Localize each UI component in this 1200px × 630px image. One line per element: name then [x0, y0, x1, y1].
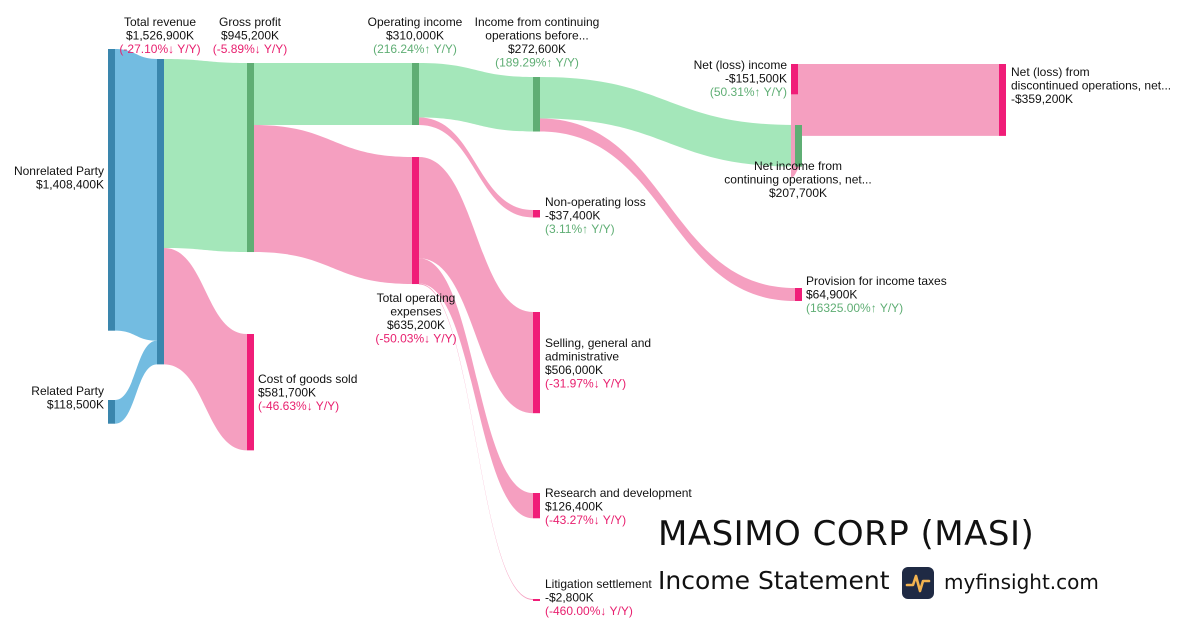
link-gross-to-opex[interactable] [254, 125, 412, 285]
label-revenue-name-0: Total revenue [124, 15, 196, 29]
node-nonrelated[interactable] [108, 49, 115, 331]
label-icont-value: $272,600K [508, 42, 566, 56]
label-tax-name-0: Provision for income taxes [806, 274, 947, 288]
sankey-labels: Nonrelated Party$1,408,400K Related Party… [14, 15, 1171, 618]
sankey-nodes [108, 49, 1006, 601]
link-icont-to-nicont[interactable] [540, 77, 795, 167]
label-revenue-change: (-27.10%↓ Y/Y) [119, 42, 200, 56]
link-opinc-to-icont[interactable] [419, 63, 533, 132]
label-related-name-0: Related Party [31, 384, 104, 398]
node-nonop[interactable] [533, 210, 540, 218]
company-title: MASIMO CORP (MASI) [658, 514, 1035, 554]
node-opex[interactable] [412, 157, 419, 285]
label-tax-change: (16325.00%↑ Y/Y) [806, 301, 903, 315]
label-netinc-name-0: Net (loss) income [694, 58, 788, 72]
label-netinc-value: -$151,500K [725, 72, 787, 86]
node-tax[interactable] [795, 288, 802, 301]
link-related-to-revenue[interactable] [115, 340, 157, 424]
node-lit[interactable] [533, 599, 540, 601]
link-nonrelated-to-revenue[interactable] [115, 49, 157, 341]
label-opex-change: (-50.03%↓ Y/Y) [375, 332, 456, 346]
label-cogs-name-0: Cost of goods sold [258, 372, 357, 386]
label-related-value: $118,500K [47, 398, 104, 412]
label-nicont-name-1: continuing operations, net... [724, 173, 871, 187]
label-gross-change: (-5.89%↓ Y/Y) [213, 42, 287, 56]
link-opex-to-sga[interactable] [419, 157, 533, 414]
label-rnd-name-0: Research and development [545, 486, 692, 500]
node-icont[interactable] [533, 77, 540, 132]
node-sga[interactable] [533, 312, 540, 414]
label-nonrelated-value: $1,408,400K [36, 178, 104, 192]
label-lit-value: -$2,800K [545, 591, 594, 605]
label-sga-name-0: Selling, general and [545, 336, 651, 350]
label-icont-name-0: Income from continuing [475, 15, 600, 29]
label-opex-name-0: Total operating [377, 291, 456, 305]
link-icont-to-tax[interactable] [540, 118, 795, 301]
sankey-links [115, 49, 1006, 600]
label-nonop-value: -$37,400K [545, 209, 600, 223]
label-lit-change: (-460.00%↓ Y/Y) [545, 604, 633, 618]
label-lit-name-0: Litigation settlement [545, 577, 652, 591]
node-rnd[interactable] [533, 493, 540, 519]
label-revenue-value: $1,526,900K [126, 29, 194, 43]
node-nicont[interactable] [795, 125, 802, 167]
label-gross-value: $945,200K [221, 29, 279, 43]
label-cogs-change: (-46.63%↓ Y/Y) [258, 399, 339, 413]
link-gross-to-opinc[interactable] [254, 63, 412, 125]
label-icont-change: (189.29%↑ Y/Y) [495, 56, 579, 70]
node-revenue[interactable] [157, 59, 164, 365]
node-cogs[interactable] [247, 334, 254, 451]
link-revenue-to-cogs[interactable] [164, 248, 247, 451]
label-nicont-value: $207,700K [769, 186, 827, 200]
link-disc-to-netinc[interactable] [791, 64, 1006, 136]
node-gross[interactable] [247, 63, 254, 253]
label-sga-value: $506,000K [545, 363, 603, 377]
label-opex-name-1: expenses [390, 305, 441, 319]
label-nonop-change: (3.11%↑ Y/Y) [545, 222, 615, 236]
label-gross-name-0: Gross profit [219, 15, 282, 29]
label-disc-name-1: discontinued operations, net... [1011, 79, 1171, 93]
statement-title: Income Statement [658, 566, 890, 595]
label-nicont-name-0: Net income from [754, 159, 842, 173]
label-sga-change: (-31.97%↓ Y/Y) [545, 377, 626, 391]
link-revenue-to-gross[interactable] [164, 59, 247, 253]
node-related[interactable] [108, 400, 115, 424]
node-opinc[interactable] [412, 63, 419, 125]
label-tax-value: $64,900K [806, 288, 857, 302]
link-opex-to-rnd[interactable] [419, 258, 533, 519]
label-opinc-value: $310,000K [386, 29, 444, 43]
label-icont-name-1: operations before... [485, 29, 588, 43]
label-rnd-change: (-43.27%↓ Y/Y) [545, 513, 626, 527]
label-opex-value: $635,200K [387, 318, 445, 332]
node-netinc[interactable] [791, 64, 798, 95]
label-cogs-value: $581,700K [258, 386, 316, 400]
label-rnd-value: $126,400K [545, 500, 603, 514]
label-disc-value: -$359,200K [1011, 92, 1073, 106]
label-opinc-change: (216.24%↑ Y/Y) [373, 42, 457, 56]
site-name[interactable]: myfinsight.com [944, 570, 1099, 594]
node-disc[interactable] [999, 64, 1006, 136]
label-nonop-name-0: Non-operating loss [545, 195, 646, 209]
pulse-chart-icon [902, 567, 934, 599]
link-opex-to-lit[interactable] [419, 283, 533, 600]
label-nonrelated-name-0: Nonrelated Party [14, 164, 104, 178]
label-opinc-name-0: Operating income [368, 15, 463, 29]
label-sga-name-1: administrative [545, 350, 619, 364]
label-netinc-change: (50.31%↑ Y/Y) [710, 85, 787, 99]
link-opinc-to-nonop[interactable] [419, 117, 533, 218]
label-disc-name-0: Net (loss) from [1011, 65, 1090, 79]
